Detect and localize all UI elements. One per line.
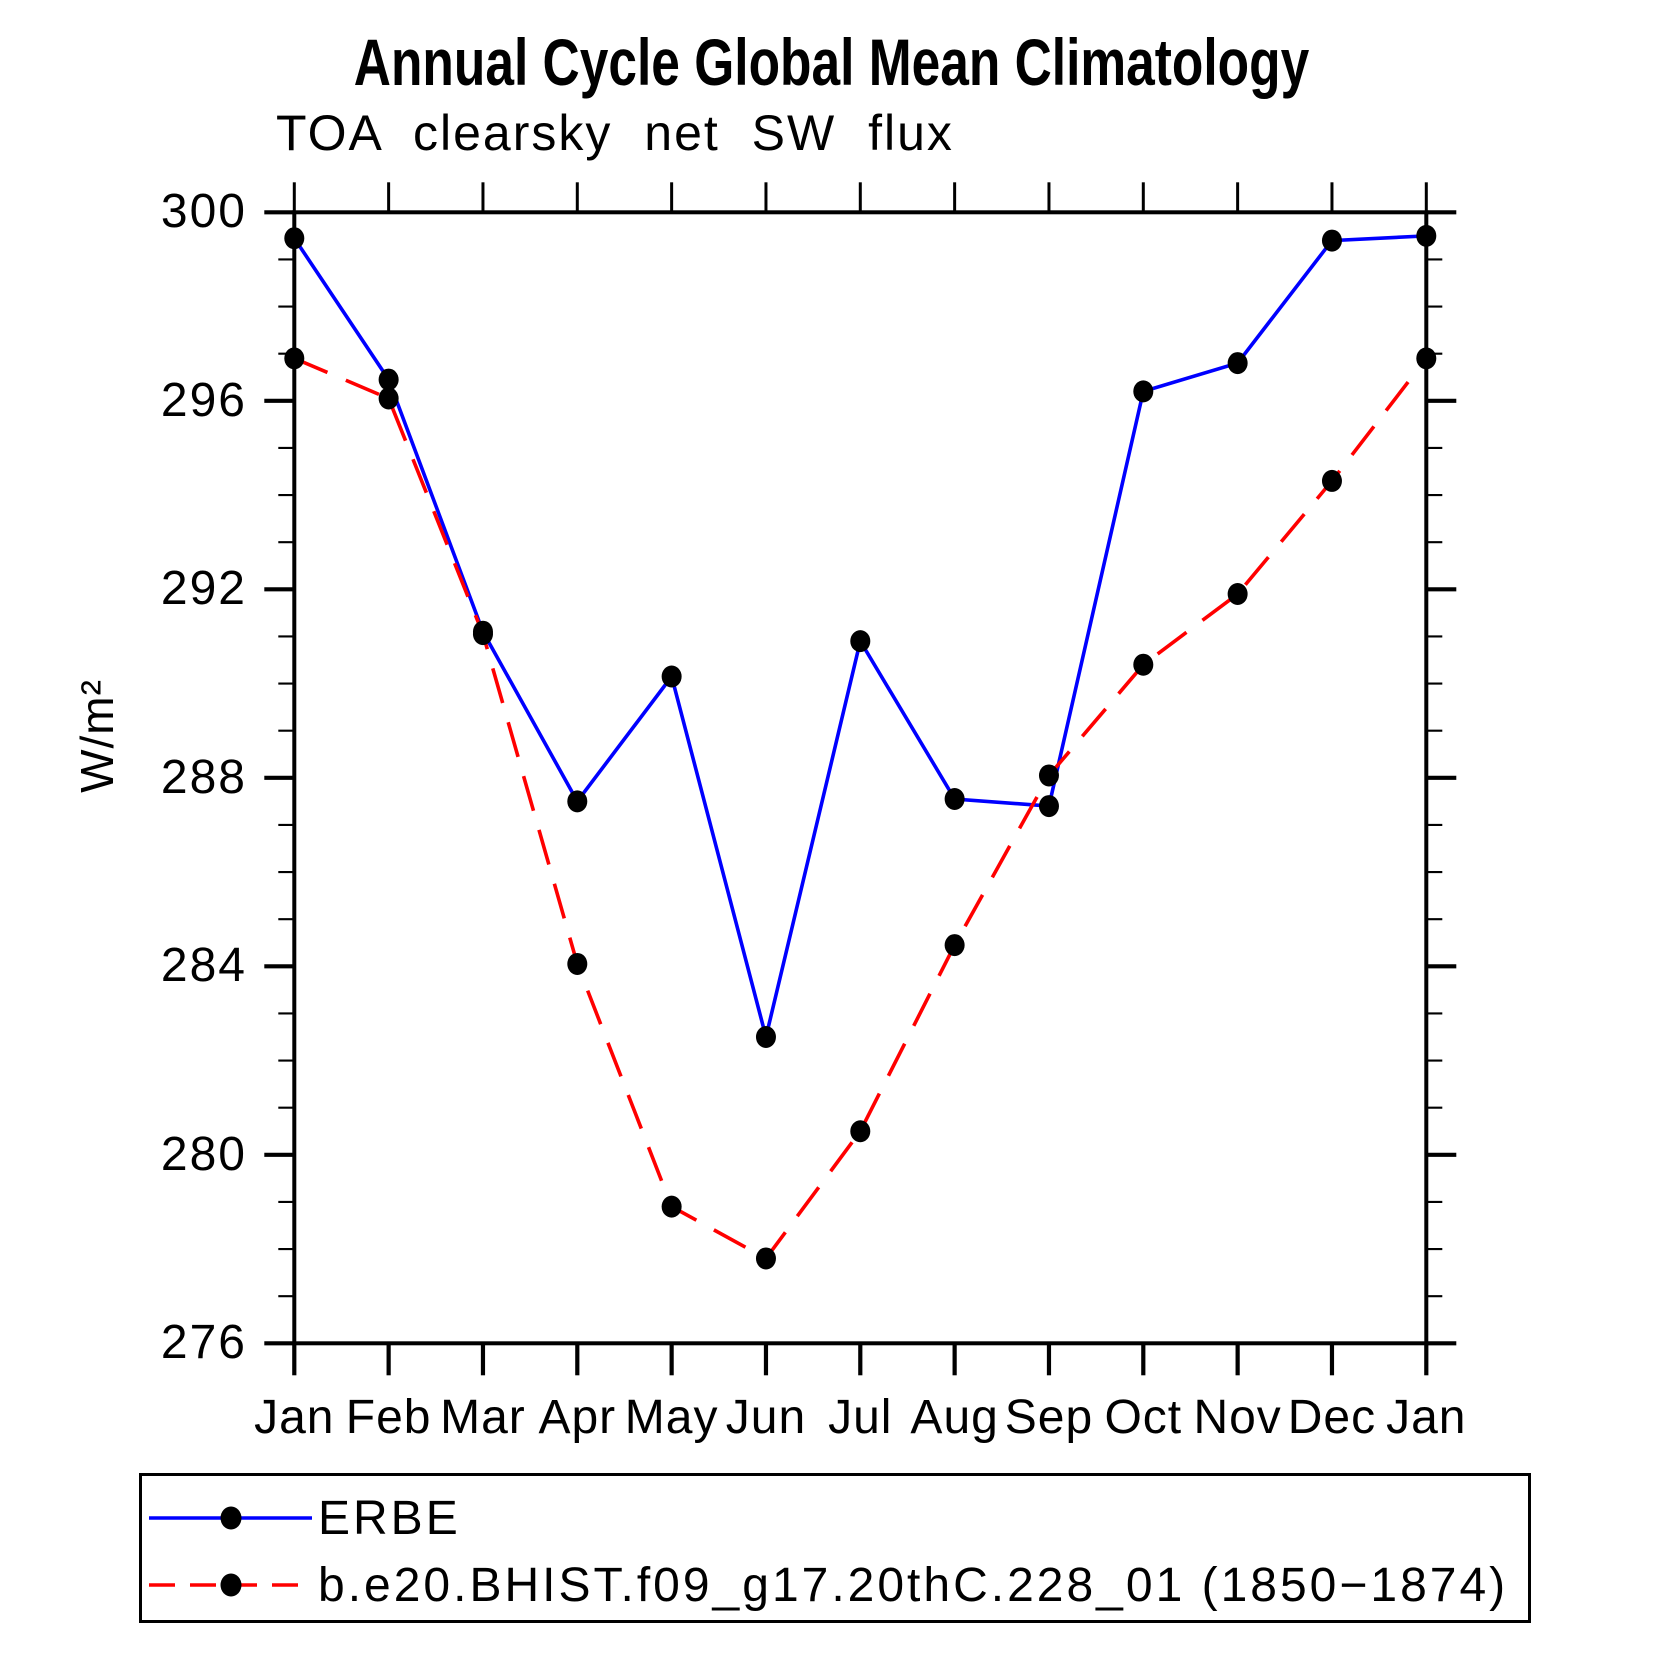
x-tick-label: Oct bbox=[1104, 1391, 1183, 1444]
y-tick-label: 284 bbox=[160, 939, 247, 993]
legend-model-label: b.e20.BHIST.f09_g17.20thC.228_01 (1850−1… bbox=[318, 1558, 1509, 1612]
y-tick-label: 292 bbox=[160, 562, 247, 616]
x-tick-label: May bbox=[624, 1391, 719, 1444]
data-point-marker bbox=[661, 1195, 682, 1218]
x-tick-label: Feb bbox=[345, 1391, 432, 1444]
legend-model-marker bbox=[220, 1573, 242, 1597]
data-point-marker bbox=[1227, 352, 1248, 375]
x-tick-label: Mar bbox=[440, 1391, 526, 1444]
data-point-marker bbox=[284, 347, 305, 370]
y-tick-label: 280 bbox=[160, 1127, 247, 1181]
data-point-marker bbox=[1321, 229, 1342, 252]
y-tick-label: 288 bbox=[160, 750, 247, 804]
x-tick-label: Aug bbox=[910, 1391, 999, 1444]
data-point-marker bbox=[1416, 224, 1437, 247]
data-point-marker bbox=[1038, 795, 1059, 818]
data-point-marker bbox=[284, 227, 305, 250]
legend-erbe-marker bbox=[220, 1506, 242, 1530]
legend-row-model: b.e20.BHIST.f09_g17.20thC.228_01 (1850−1… bbox=[146, 1559, 1508, 1612]
data-point-marker bbox=[944, 934, 965, 957]
legend-erbe-sample bbox=[149, 1506, 312, 1530]
y-tick-label: 296 bbox=[160, 373, 247, 427]
x-tick-label: Apr bbox=[538, 1391, 617, 1444]
data-point-marker bbox=[661, 665, 682, 688]
data-point-marker bbox=[378, 368, 399, 391]
data-point-marker bbox=[1038, 764, 1059, 787]
data-point-marker bbox=[755, 1247, 776, 1270]
data-point-marker bbox=[1133, 653, 1154, 676]
data-point-marker bbox=[944, 788, 965, 811]
legend-row-erbe: ERBE bbox=[146, 1492, 461, 1545]
data-point-marker bbox=[1227, 583, 1248, 606]
legend-box: ERBE b.e20.BHIST.f09_g17.20thC.228_01 (1… bbox=[139, 1473, 1531, 1623]
legend-model-sample bbox=[149, 1573, 312, 1597]
x-tick-label: Jun bbox=[725, 1391, 807, 1444]
plot-frame bbox=[292, 210, 1429, 1346]
chart-title: Annual Cycle Global Mean Climatology bbox=[353, 25, 1310, 99]
data-point-marker bbox=[567, 790, 588, 813]
legend-erbe-label: ERBE bbox=[318, 1491, 461, 1545]
data-point-marker bbox=[1416, 347, 1437, 370]
x-tick-label: Nov bbox=[1193, 1391, 1282, 1444]
x-tick-label: Sep bbox=[1004, 1391, 1094, 1444]
x-tick-label: Dec bbox=[1287, 1391, 1377, 1444]
data-point-marker bbox=[378, 387, 399, 410]
data-point-marker bbox=[755, 1025, 776, 1048]
data-point-marker bbox=[1321, 469, 1342, 492]
x-tick-label: Jul bbox=[828, 1391, 893, 1444]
data-point-marker bbox=[1133, 380, 1154, 403]
x-tick-label: Jan bbox=[1386, 1391, 1467, 1444]
data-point-marker bbox=[567, 952, 588, 975]
y-tick-label: 276 bbox=[160, 1316, 247, 1370]
y-tick-label: 300 bbox=[160, 185, 247, 239]
data-point-marker bbox=[472, 623, 493, 646]
x-tick-label: Jan bbox=[254, 1391, 335, 1444]
data-point-marker bbox=[850, 1120, 871, 1143]
chart-subtitle: TOA clearsky net SW flux bbox=[276, 105, 954, 161]
data-point-marker bbox=[850, 630, 871, 653]
